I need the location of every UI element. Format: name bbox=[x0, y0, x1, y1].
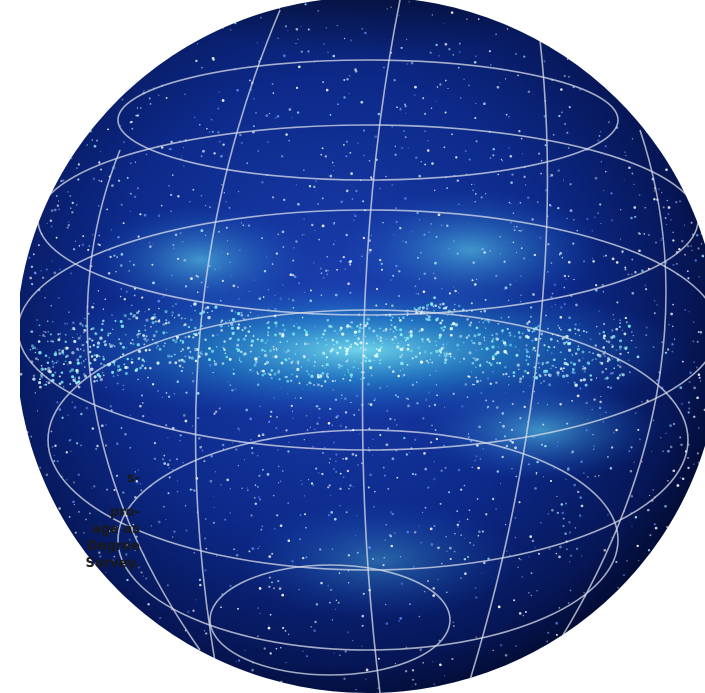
caption-line: Survey. bbox=[85, 556, 140, 571]
left-edge-fade bbox=[0, 0, 20, 693]
caption-line: s- bbox=[126, 471, 140, 486]
sphere bbox=[16, 0, 705, 693]
caption-line: Degree bbox=[87, 539, 140, 554]
star-field bbox=[16, 1, 705, 691]
caption-line: age as bbox=[92, 522, 140, 537]
caption-line bbox=[0, 487, 140, 504]
figure-caption: s- pro- age as Degree Survey. bbox=[0, 470, 140, 572]
caption-line: pro- bbox=[109, 505, 140, 520]
